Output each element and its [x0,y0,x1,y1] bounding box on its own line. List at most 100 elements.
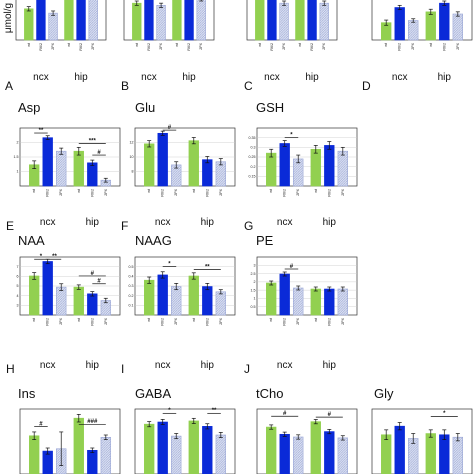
x-tick-label: R6/2 [327,318,331,326]
panel-i: 0.10.20.30.40.5wt R6/2 2PX wt R6/2 2PX***NAAG… [121,233,236,376]
y-tick-label: 0.3 [251,146,256,150]
bar [42,137,53,187]
bar [202,426,213,474]
significance-label: * [443,411,446,417]
x-tick-label: R6/2 [46,189,50,197]
y-tick-label: 3 [254,263,256,267]
bar [279,143,290,187]
panel-title: PE [256,233,274,248]
x-tick-label: 2PX [282,42,286,49]
bar [324,431,335,474]
x-tick-label: R6/2 [90,189,94,197]
bar [24,8,34,41]
x-tick-label: R6/2 [187,43,191,51]
group-label-hip: hip [323,217,337,228]
y-tick-label: 0.5 [129,265,134,269]
x-tick-label: wt [147,318,151,322]
panel-l: * **GABA [134,386,236,474]
x-tick-label: 2PX [91,42,95,49]
group-label-hip: hip [74,72,88,83]
y-tick-label: 1 [254,297,256,301]
x-tick-label: 2PX [159,42,163,49]
x-tick-label: wt [314,189,318,193]
x-tick-label: 2PX [456,42,460,49]
bar [157,274,168,316]
x-tick-label: R6/2 [90,318,94,326]
x-tick-label: R6/2 [327,189,331,197]
significance-label: ** [212,408,217,414]
significance-label: # [97,279,101,285]
bar [279,273,290,316]
significance-label: # [91,271,95,277]
group-label-hip: hip [305,72,319,83]
y-tick-label: 5 [17,284,19,288]
y-tick-label: 0.3 [129,284,134,288]
bar [157,132,168,187]
y-tick-label: 10 [130,155,134,159]
bar [56,150,67,187]
y-axis-label: μmol/g [3,3,14,33]
panel-letter: F [121,219,128,233]
y-tick-label: 2.5 [251,272,256,276]
significance-label: * [40,254,43,260]
bar [196,0,206,41]
x-tick-label: R6/2 [79,43,83,51]
group-label-ncx: ncx [277,360,293,371]
panel-title: tCho [256,386,283,401]
y-tick-label: 4 [17,294,19,298]
group-label-ncx: ncx [155,360,171,371]
bar [87,162,98,187]
bar [144,279,155,316]
bar [202,159,213,187]
significance-label: * [290,132,293,138]
y-tick-label: 0.4 [129,275,134,279]
bar [73,286,84,316]
panel-letter: C [244,79,253,93]
y-tick-label: 1 [17,170,19,174]
y-tick-label: 6 [17,275,19,279]
bar [310,148,321,187]
x-tick-label: R6/2 [161,189,165,197]
bar [172,0,182,41]
x-tick-label: 2PX [51,42,55,49]
group-label-hip: hip [86,360,100,371]
bar [255,0,265,41]
x-tick-label: 2PX [174,317,178,324]
bar [310,421,321,474]
bar [215,291,226,316]
bar [42,261,53,316]
x-tick-label: wt [32,318,36,322]
x-tick-label: wt [135,43,139,47]
bar [48,12,58,41]
panel-letter: I [121,362,124,376]
panel-letter: A [5,79,13,93]
significance-label: *** [89,138,97,144]
bar [279,433,290,474]
significance-label: # [290,264,294,270]
group-label-hip: hip [323,360,337,371]
x-tick-label: wt [192,318,196,322]
x-tick-label: 2PX [104,317,108,324]
x-tick-label: wt [429,43,433,47]
y-tick-label: 3 [17,304,19,308]
x-tick-label: R6/2 [46,318,50,326]
bar [144,143,155,187]
panel-letter: B [121,79,129,93]
bar [56,286,67,316]
bar [215,161,226,187]
x-tick-label: wt [314,318,318,322]
bar [188,420,199,474]
bar [266,282,277,316]
bar [439,434,450,474]
x-tick-label: R6/2 [310,43,314,51]
x-tick-label: 2PX [296,188,300,195]
bar [42,450,53,474]
group-label-hip: hip [86,217,100,228]
x-tick-label: 2PX [296,317,300,324]
significance-label: ** [39,128,44,134]
x-tick-label: 2PX [411,42,415,49]
bar [267,0,277,41]
bar [184,0,194,41]
